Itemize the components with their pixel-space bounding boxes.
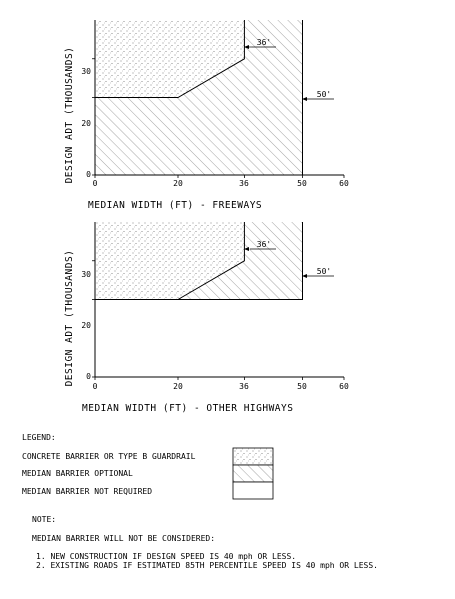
annotation-arrow — [244, 247, 249, 251]
note: NOTE: MEDIAN BARRIER WILL NOT BE CONSIDE… — [32, 515, 378, 570]
x-tick-label: 60 — [339, 179, 349, 188]
x-tick-label: 50 — [297, 382, 307, 391]
legend-label: MEDIAN BARRIER OPTIONAL — [22, 469, 133, 478]
note-title: NOTE: — [32, 515, 56, 524]
legend-label: MEDIAN BARRIER NOT REQUIRED — [22, 487, 152, 496]
barrier-boundary-line — [177, 222, 245, 300]
note-item: 1. NEW CONSTRUCTION IF DESIGN SPEED IS 4… — [36, 552, 296, 561]
y-tick-label: 20 — [81, 321, 91, 330]
y-axis-title: DESIGN ADT (THOUSANDS) — [64, 250, 75, 387]
x-axis-title: MEDIAN WIDTH (FT) - OTHER HIGHWAYS — [82, 403, 293, 414]
y-axis-title: DESIGN ADT (THOUSANDS) — [64, 47, 75, 184]
annotation-arrow — [302, 274, 307, 278]
x-tick-label: 20 — [173, 179, 183, 188]
legend: LEGEND: CONCRETE BARRIER OR TYPE B GUARD… — [22, 433, 274, 500]
legend-swatch-hatch — [232, 464, 274, 483]
annotation-50ft: 50' — [317, 90, 331, 99]
x-tick-label: 20 — [173, 382, 183, 391]
x-tick-label: 0 — [93, 382, 98, 391]
y-tick-label: 20 — [81, 119, 91, 128]
annotation-arrow — [302, 97, 307, 101]
x-tick-label: 60 — [339, 382, 349, 391]
chart-other-highways: 0 20 36 50 60 0 20 30 36' 50' DESIGN ADT… — [64, 222, 349, 414]
y-tick-label: 0 — [86, 372, 91, 381]
x-axis-title: MEDIAN WIDTH (FT) - FREEWAYS — [88, 200, 262, 211]
annotation-50ft: 50' — [317, 267, 331, 276]
x-tick-label: 0 — [93, 179, 98, 188]
legend-swatch-dots — [232, 447, 274, 466]
hatch-region — [95, 20, 303, 175]
legend-title: LEGEND: — [22, 433, 56, 442]
optional-boundary-line — [95, 222, 303, 300]
annotation-36ft: 36' — [257, 240, 271, 249]
y-tick-label: 0 — [86, 170, 91, 179]
note-intro: MEDIAN BARRIER WILL NOT BE CONSIDERED: — [32, 534, 215, 543]
legend-swatch-blank — [232, 481, 274, 500]
x-tick-label: 36 — [239, 382, 249, 391]
dots-region — [95, 20, 245, 98]
y-tick-label: 30 — [81, 270, 91, 279]
y-tick-label: 30 — [81, 67, 91, 76]
dots-region — [95, 222, 245, 300]
x-tick-label: 50 — [297, 179, 307, 188]
note-item: 2. EXISTING ROADS IF ESTIMATED 85TH PERC… — [36, 561, 378, 570]
x-tick-label: 36 — [239, 179, 249, 188]
annotation-arrow — [244, 45, 249, 49]
barrier-boundary-line — [95, 20, 245, 98]
annotation-36ft: 36' — [257, 38, 271, 47]
legend-label: CONCRETE BARRIER OR TYPE B GUARDRAIL — [22, 452, 196, 461]
chart-freeways: 0 20 36 50 60 0 20 30 36' 50' DESIGN ADT… — [64, 20, 349, 211]
